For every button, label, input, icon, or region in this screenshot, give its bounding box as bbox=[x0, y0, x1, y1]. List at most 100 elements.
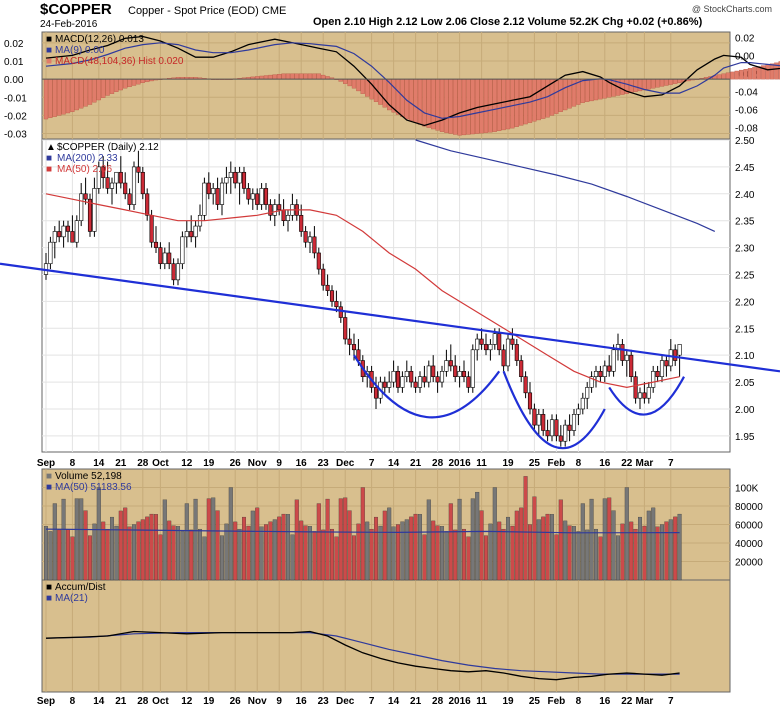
volume-bar bbox=[378, 525, 383, 581]
macd-hist-bar bbox=[65, 79, 71, 114]
x-tick-label: 7 bbox=[369, 696, 375, 707]
volume-bar bbox=[48, 531, 53, 581]
volume-bar bbox=[255, 507, 260, 581]
macd-right-tick: -0.08 bbox=[735, 123, 758, 134]
macd-hist-bar bbox=[303, 73, 308, 80]
candle-body bbox=[140, 171, 145, 195]
candle-body bbox=[272, 204, 277, 216]
macd-hist-bar bbox=[554, 79, 559, 114]
x-tick-label: 12 bbox=[181, 696, 193, 707]
x-tick-label: 19 bbox=[203, 696, 215, 707]
candle-body bbox=[334, 301, 339, 308]
macd-hist-bar bbox=[321, 74, 326, 80]
volume-bar bbox=[158, 534, 163, 581]
volume-bar bbox=[57, 529, 62, 581]
macd-hist-bar bbox=[343, 79, 348, 84]
macd-hist-bar bbox=[448, 79, 453, 134]
volume-bar bbox=[594, 528, 598, 581]
candle-body bbox=[307, 236, 313, 243]
volume-bar bbox=[660, 524, 664, 581]
macd-hist-bar bbox=[501, 79, 506, 131]
x-tick-label: 22 bbox=[621, 458, 633, 469]
macd-hist-bar bbox=[96, 79, 101, 101]
x-tick-label: 14 bbox=[93, 696, 105, 707]
x-tick-label: 25 bbox=[529, 458, 541, 469]
candle-body bbox=[611, 349, 616, 372]
macd-hist-bar bbox=[101, 79, 106, 98]
volume-bar bbox=[321, 529, 326, 581]
volume-bar bbox=[677, 513, 682, 581]
candle-body bbox=[651, 371, 656, 388]
volume-bar bbox=[162, 499, 167, 581]
candle-body bbox=[461, 371, 467, 377]
candle-body bbox=[70, 231, 75, 243]
volume-bar bbox=[506, 516, 510, 581]
macd-hist-bar bbox=[734, 70, 739, 80]
macd-hist-bar bbox=[290, 73, 295, 80]
volume-bar bbox=[316, 503, 321, 581]
x-tick-label: 21 bbox=[410, 696, 422, 707]
macd-hist-bar bbox=[466, 79, 471, 135]
price-right-tick: 2.05 bbox=[735, 378, 755, 389]
macd-left-tick: 0.02 bbox=[4, 39, 24, 50]
volume-bar bbox=[497, 521, 502, 581]
macd-hist-bar bbox=[761, 65, 766, 80]
candle-body bbox=[259, 188, 264, 205]
x-tick-label: 12 bbox=[181, 458, 193, 469]
candle-body bbox=[149, 215, 154, 243]
macd-hist-bar bbox=[61, 79, 66, 115]
candle-body bbox=[219, 182, 225, 205]
volume-bar bbox=[264, 524, 268, 581]
candle-body bbox=[145, 193, 150, 216]
volume-bar bbox=[198, 528, 202, 581]
price-right-tick: 2.30 bbox=[735, 244, 755, 255]
candle-body bbox=[514, 344, 519, 361]
x-tick-label: 28 bbox=[137, 696, 149, 707]
candle-body bbox=[475, 338, 480, 351]
volume-bar bbox=[171, 525, 176, 581]
candle-body bbox=[268, 204, 273, 216]
volume-bar bbox=[479, 510, 484, 581]
candle-body bbox=[668, 349, 673, 367]
volume-legend-swatch: ■ bbox=[46, 482, 52, 493]
macd-hist-bar bbox=[422, 79, 427, 127]
volume-right-tick: 100K bbox=[735, 484, 759, 495]
volume-bar bbox=[589, 498, 594, 581]
volume-bar bbox=[444, 531, 449, 581]
macd-hist-bar bbox=[127, 79, 132, 88]
candle-body bbox=[255, 193, 260, 205]
x-tick-label: 8 bbox=[70, 458, 76, 469]
candle-body bbox=[158, 247, 163, 265]
macd-hist-bar bbox=[131, 79, 137, 86]
volume-bar bbox=[237, 528, 242, 581]
candle-body bbox=[171, 263, 176, 281]
macd-hist-bar bbox=[395, 79, 401, 115]
volume-bar bbox=[242, 516, 246, 581]
volume-bar bbox=[514, 510, 519, 581]
candle-body bbox=[114, 171, 119, 184]
volume-bar bbox=[585, 529, 590, 581]
candle-body bbox=[373, 387, 379, 399]
macd-left-tick: 0.00 bbox=[4, 75, 24, 86]
macd-hist-bar bbox=[109, 79, 115, 94]
volume-bar bbox=[510, 525, 515, 581]
macd-hist-bar bbox=[444, 79, 449, 133]
macd-hist-bar bbox=[655, 79, 660, 88]
volume-bar bbox=[457, 498, 462, 581]
candle-body bbox=[211, 188, 216, 195]
macd-hist-bar bbox=[510, 79, 515, 129]
macd-hist-bar bbox=[620, 79, 625, 95]
macd-hist-bar bbox=[743, 69, 748, 80]
candle-body bbox=[409, 371, 414, 383]
candle-body bbox=[48, 241, 53, 265]
macd-signal-line bbox=[45, 42, 780, 119]
volume-bar bbox=[607, 497, 612, 581]
volume-bar bbox=[110, 516, 114, 581]
candle-body bbox=[413, 381, 418, 388]
macd-hist-bar bbox=[277, 74, 282, 80]
macd-hist-bar bbox=[285, 73, 291, 80]
macd-hist-bar bbox=[382, 79, 387, 108]
volume-bar bbox=[79, 498, 84, 581]
macd-legend-hist: MACD(48,104,36) Hist 0.020 bbox=[55, 56, 184, 67]
macd-legend-ma: MA(9) 0.00 bbox=[55, 45, 105, 56]
